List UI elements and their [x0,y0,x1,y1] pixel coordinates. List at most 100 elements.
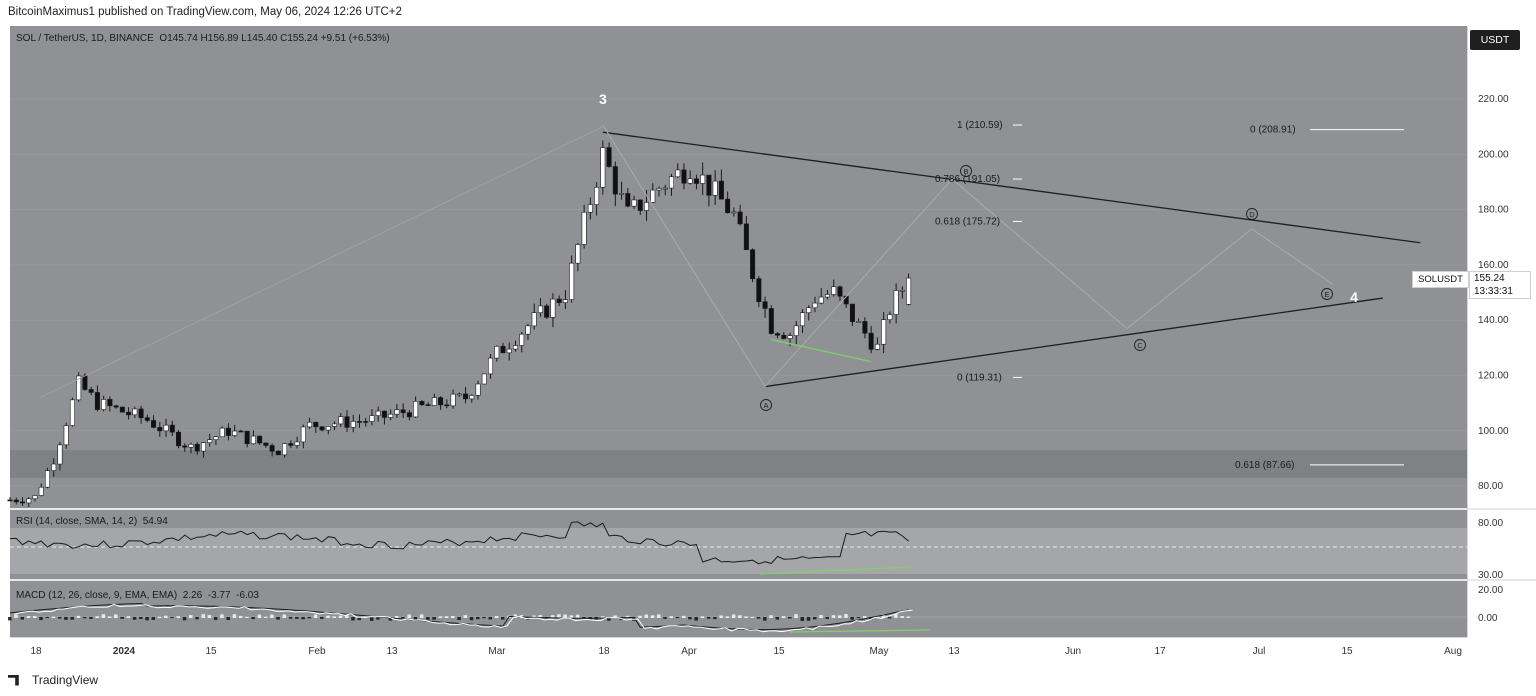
macd-histogram-bar [39,617,43,621]
candle-body [675,169,681,178]
macd-histogram-bar [719,615,723,618]
macd-histogram-bar [825,617,829,619]
candle-body [775,333,781,336]
time-tick-label: 17 [1154,646,1166,657]
candle-body [793,325,799,336]
macd-histogram-bar [14,614,18,618]
candle-body [868,332,874,350]
macd-histogram-bar [675,617,680,619]
macd-histogram-bar [781,616,786,618]
macd-histogram-bar [176,616,181,618]
low-value: 145.40 [246,33,278,44]
wave-label-c: C [1137,341,1143,350]
candle-body [294,441,300,446]
candle-body [481,373,487,385]
macd-value: 2.26 [182,590,203,601]
price-tick-label: 120.00 [1478,371,1509,382]
candle-body [338,416,344,425]
tradingview-logo-icon [8,674,19,686]
rsi-legend: RSI (14, close, SMA, 14, 2) 54.94 [16,516,168,527]
candle-body [756,278,762,303]
candle-body [394,409,400,415]
macd-histogram-bar [151,617,156,620]
publish-header: BitcoinMaximus1 published on TradingView… [8,6,402,18]
candle-body [325,426,331,431]
candle-body [200,442,206,452]
candle-body [619,193,625,195]
macd-histogram-bar [313,614,318,618]
macd-histogram-bar [101,614,106,618]
candle-body [606,147,612,167]
candle-body [587,204,593,213]
price-tick-label: 200.00 [1478,149,1509,160]
candle-body [107,399,113,407]
price-pane[interactable] [10,26,1467,508]
candle-body [631,199,637,207]
candle-body [257,435,263,444]
high-value: 156.89 [207,33,239,44]
macd-histogram-bar [788,617,792,619]
lower-trendline [764,297,1383,388]
candle-body [512,345,518,350]
candle-body [400,409,406,413]
candle-body [556,298,562,303]
candle-body [768,308,774,334]
wave-label-c-circle [1134,339,1146,351]
candle-body [550,298,556,318]
currency-selector[interactable]: USDT [1470,30,1520,50]
wave-label-4: 4 [1350,289,1358,305]
macd-histogram-bar [887,617,892,619]
candle-body [282,443,288,456]
price-axis[interactable] [1467,26,1536,637]
candle-body [250,435,256,444]
candle-body [238,430,244,433]
macd-histogram-bar [376,617,380,620]
candle-body [594,187,600,205]
candle-body [475,383,481,396]
macd-histogram-bar [625,615,630,618]
candle-body [887,314,893,320]
time-tick-label: 15 [773,646,785,657]
candle-body [906,277,912,305]
macd-histogram-bar [107,616,112,618]
macd-histogram-bar [750,616,755,618]
macd-histogram-bar [613,615,617,618]
candle-body [82,375,88,390]
rsi-band [10,528,1467,574]
candle-body [856,321,862,323]
candle-body [681,169,687,184]
candle-body [506,348,512,354]
macd-pane[interactable] [10,581,1467,637]
macd-line [9,602,909,631]
candle-body [88,389,94,393]
macd-legend: MACD (12, 26, close, 9, EMA, EMA) 2.26 -… [16,590,259,601]
macd-histogram-bar [401,617,405,619]
time-axis[interactable] [10,637,1467,664]
candle-body [562,299,568,303]
macd-tick-label: 0.00 [1478,613,1498,624]
macd-histogram-bar [563,614,567,618]
wave-label-3: 3 [599,91,607,107]
macd-histogram-bar [775,617,780,620]
macd-histogram-bar [538,615,542,618]
candle-body [849,303,855,322]
candle-body [531,312,537,327]
macd-histogram-bar [64,617,68,620]
candle-body [20,501,26,504]
candle-body [463,393,469,400]
macd-histogram-bar [769,615,773,618]
macd-signal-line [13,603,913,633]
macd-histogram-bar [419,614,424,618]
macd-histogram-bar [725,616,730,618]
macd-histogram-bar [463,615,468,618]
close-value: 155.24 [287,33,318,44]
candle-body [188,444,194,448]
macd-histogram-bar [451,616,455,618]
candle-body [725,198,731,214]
candle-body [307,421,313,428]
macd-signal-value: -3.77 [207,590,231,601]
fib-label-0618: 0.618 (175.72) [935,216,1000,227]
macd-histogram-bar [232,614,237,618]
macd-histogram-bar [894,614,898,618]
macd-histogram-bar [182,617,187,621]
